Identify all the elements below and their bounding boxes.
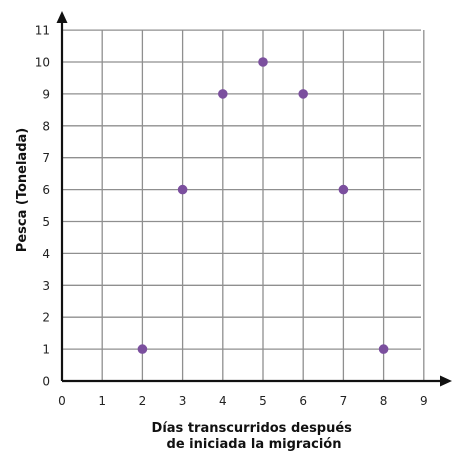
y-tick-label: 8 xyxy=(42,119,50,133)
data-point xyxy=(378,344,389,354)
x-tick-label: 9 xyxy=(420,394,428,408)
x-axis-title-line-1: Días transcurridos después xyxy=(152,421,353,436)
x-tick-label: 6 xyxy=(299,394,307,408)
grid xyxy=(62,29,425,381)
data-point xyxy=(218,89,228,99)
data-point xyxy=(298,89,309,99)
x-axis-title-line-2: de iniciada la migración xyxy=(167,437,342,452)
y-tick-label: 11 xyxy=(35,24,50,38)
y-tick-label: 4 xyxy=(42,247,50,261)
data-point xyxy=(137,344,148,354)
x-tick-label: 5 xyxy=(259,394,267,408)
y-axis-ticks: 0 1 2 3 4 5 6 7 8 9 10 11 xyxy=(35,24,50,389)
x-tick-label: 7 xyxy=(340,394,348,408)
y-tick-label: 5 xyxy=(42,215,50,229)
data-point xyxy=(338,184,349,195)
x-tick-label: 4 xyxy=(219,394,227,408)
x-axis-ticks: 0 1 2 3 4 5 6 7 8 9 xyxy=(58,394,427,408)
y-tick-label: 9 xyxy=(42,87,50,101)
data-points xyxy=(137,57,389,354)
y-tick-label: 7 xyxy=(42,151,50,165)
x-tick-label: 0 xyxy=(58,394,66,408)
axes xyxy=(56,11,452,387)
x-tick-label: 8 xyxy=(380,394,388,408)
x-axis-arrow xyxy=(440,375,452,387)
y-tick-label: 2 xyxy=(42,311,50,325)
x-axis-title: Días transcurridos después de iniciada l… xyxy=(152,421,357,452)
y-axis-arrow xyxy=(56,11,68,23)
y-tick-label: 1 xyxy=(42,343,50,357)
y-tick-label: 0 xyxy=(42,375,50,389)
data-point xyxy=(258,57,268,67)
x-tick-label: 1 xyxy=(98,394,106,408)
data-point xyxy=(177,184,188,195)
y-tick-label: 3 xyxy=(42,279,50,293)
y-axis-title: Pesca (Tonelada) xyxy=(15,128,30,252)
x-tick-label: 3 xyxy=(179,394,187,408)
y-tick-label: 6 xyxy=(42,183,50,197)
x-tick-label: 2 xyxy=(139,394,147,408)
y-tick-label: 10 xyxy=(35,56,50,70)
